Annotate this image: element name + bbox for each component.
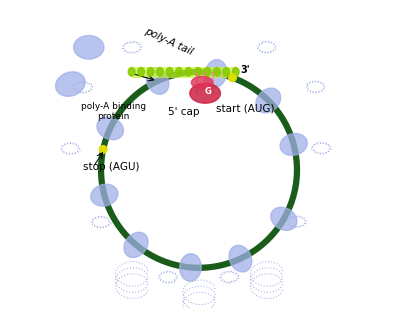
- Ellipse shape: [124, 232, 148, 257]
- Text: stop (AGU): stop (AGU): [83, 162, 139, 172]
- Ellipse shape: [229, 74, 236, 82]
- Ellipse shape: [166, 68, 173, 76]
- Ellipse shape: [204, 68, 211, 76]
- Ellipse shape: [138, 68, 144, 76]
- Ellipse shape: [56, 72, 85, 96]
- Text: 5' cap: 5' cap: [168, 107, 199, 116]
- Ellipse shape: [205, 60, 227, 87]
- Ellipse shape: [223, 68, 230, 76]
- Ellipse shape: [176, 68, 182, 76]
- Ellipse shape: [146, 68, 169, 94]
- Ellipse shape: [100, 146, 107, 153]
- Ellipse shape: [232, 68, 239, 76]
- Ellipse shape: [280, 133, 307, 155]
- Text: G: G: [205, 87, 212, 96]
- Ellipse shape: [191, 76, 213, 89]
- Text: poly-A binding
protein: poly-A binding protein: [81, 102, 146, 121]
- Ellipse shape: [256, 88, 281, 113]
- Ellipse shape: [128, 68, 135, 76]
- Ellipse shape: [229, 245, 252, 272]
- Ellipse shape: [91, 184, 118, 206]
- Ellipse shape: [195, 68, 201, 76]
- Ellipse shape: [185, 68, 192, 76]
- Text: poly-A tail: poly-A tail: [143, 26, 194, 57]
- Ellipse shape: [157, 68, 164, 76]
- Ellipse shape: [190, 83, 220, 103]
- Ellipse shape: [147, 68, 154, 76]
- Ellipse shape: [271, 207, 297, 231]
- Ellipse shape: [97, 117, 123, 140]
- Ellipse shape: [213, 68, 220, 76]
- Text: 3': 3': [240, 65, 250, 75]
- Ellipse shape: [180, 254, 201, 281]
- Ellipse shape: [74, 36, 104, 59]
- Text: start (AUG): start (AUG): [216, 104, 274, 114]
